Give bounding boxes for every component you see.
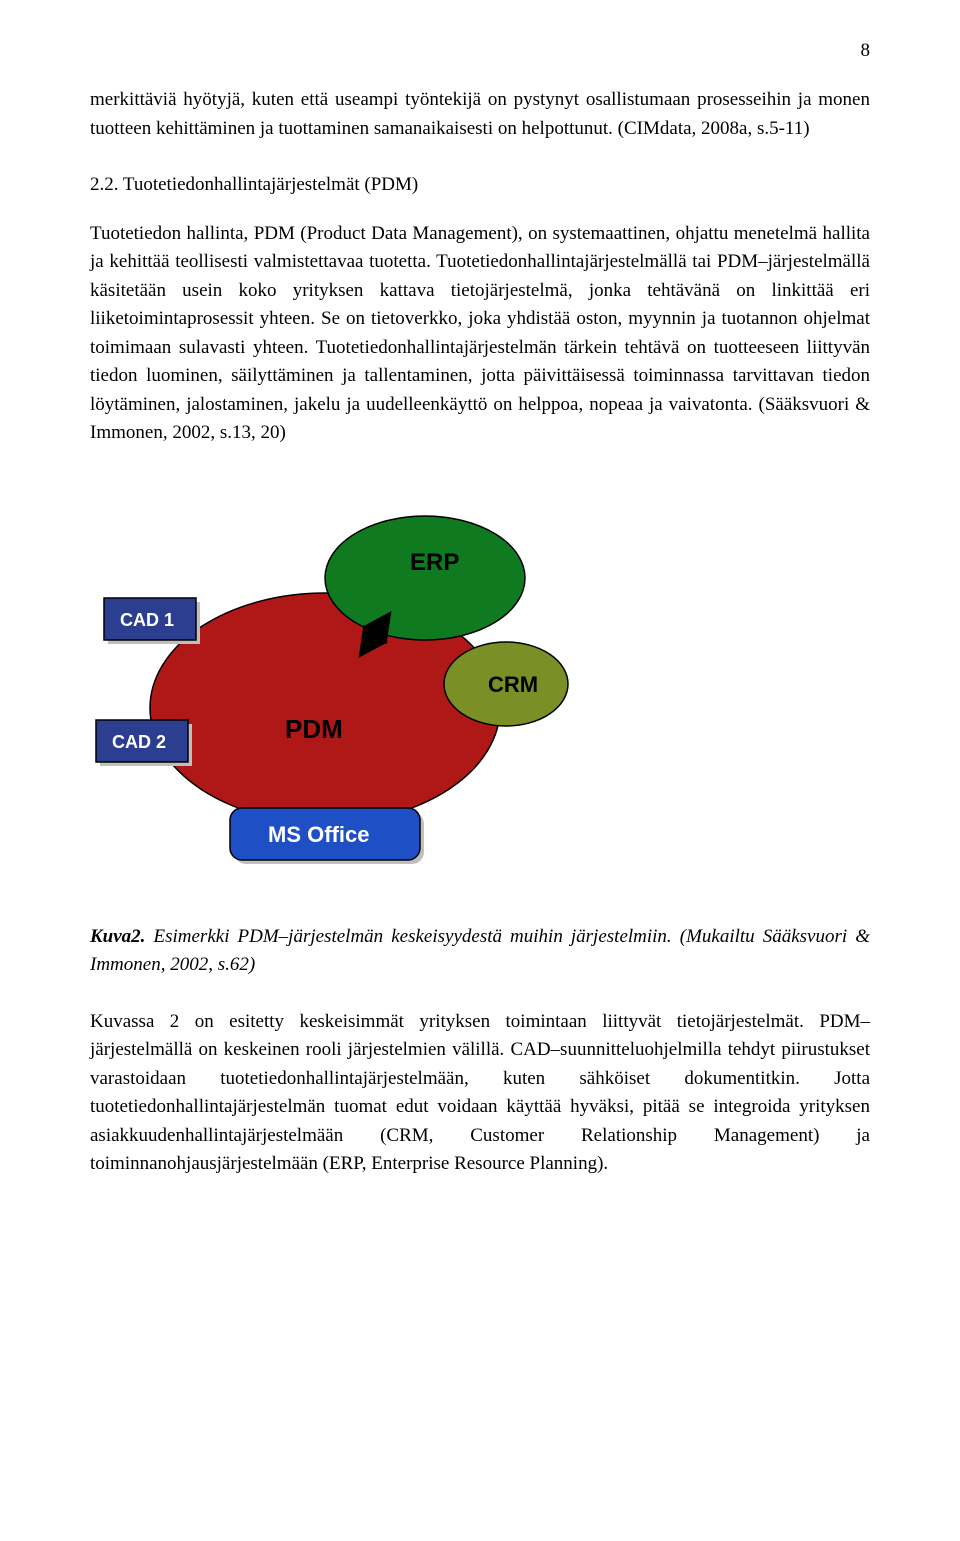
figure-caption: Kuva2. Esimerkki PDM–järjestelmän keskei… <box>90 923 870 980</box>
svg-text:CAD 2: CAD 2 <box>112 732 166 752</box>
svg-text:CAD 1: CAD 1 <box>120 610 174 630</box>
caption-rest: Esimerkki PDM–järjestelmän keskeisyydest… <box>90 926 870 976</box>
section-heading: 2.2. Tuotetiedonhallintajärjestelmät (PD… <box>90 171 870 200</box>
svg-text:CRM: CRM <box>488 672 538 697</box>
caption-lead: Kuva2. <box>90 926 145 947</box>
page-number: 8 <box>90 40 870 62</box>
body-paragraph: Tuotetiedon hallinta, PDM (Product Data … <box>90 220 870 448</box>
svg-text:PDM: PDM <box>285 714 343 744</box>
svg-text:MS Office: MS Office <box>268 822 369 847</box>
intro-paragraph: merkittäviä hyötyjä, kuten että useampi … <box>90 86 870 143</box>
page: 8 merkittäviä hyötyjä, kuten että useamp… <box>0 0 960 1267</box>
svg-text:ERP: ERP <box>410 549 459 576</box>
after-paragraph: Kuvassa 2 on esitetty keskeisimmät yrity… <box>90 1008 870 1179</box>
pdm-diagram: PDM ERP CRM CAD 1 CAD 2 MS Office <box>90 488 870 883</box>
